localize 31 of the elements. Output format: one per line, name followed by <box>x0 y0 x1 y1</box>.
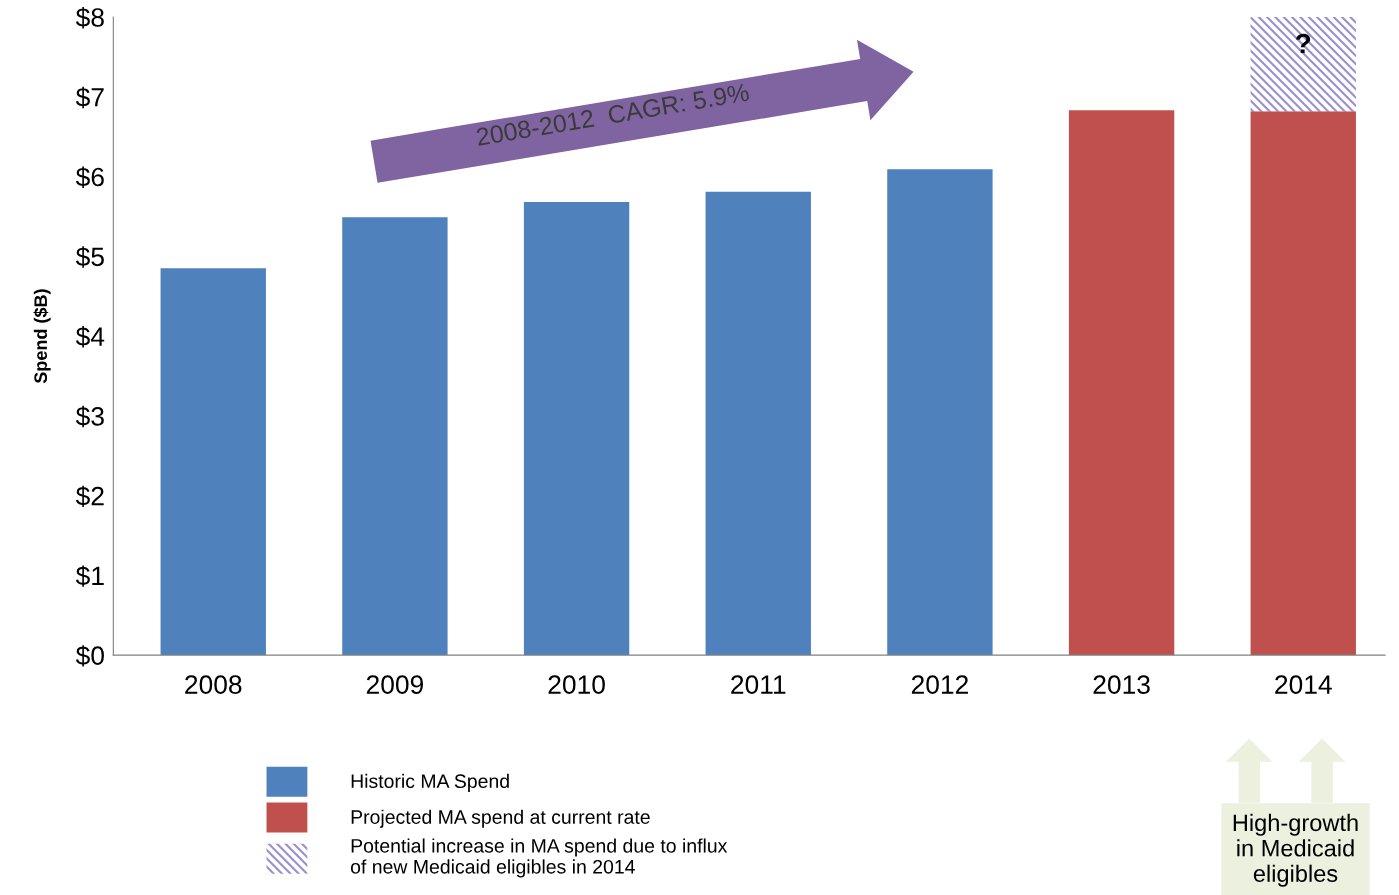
bar <box>160 268 266 656</box>
text: High-growth in Medicaid eligibles <box>1233 813 1358 887</box>
y-tick-label: $2 <box>75 485 104 507</box>
y-tick-label: $1 <box>75 565 104 587</box>
bar <box>1250 111 1356 656</box>
y-tick-label: $6 <box>75 166 104 188</box>
bar <box>705 191 811 656</box>
x-tick-label: 2012 <box>911 675 968 694</box>
legend-label: Historic MA Spend <box>351 773 509 792</box>
x-tick-label: 2011 <box>731 675 786 694</box>
bar <box>887 169 993 656</box>
x-tick-label: 2013 <box>1093 675 1150 694</box>
x-tick-label: 2014 <box>1275 675 1332 694</box>
y-tick-label: $0 <box>75 645 104 667</box>
annotation: ? <box>1296 33 1311 54</box>
y-tick-label: $7 <box>75 86 104 109</box>
y-tick-label: $3 <box>75 405 104 428</box>
bar <box>1250 17 1356 112</box>
x-tick-label: 2008 <box>185 675 242 694</box>
legend-label: Potential increase in MA spend due to influx of new Medicaid eligibles in 2014 <box>350 838 728 878</box>
bar <box>523 202 630 656</box>
bar <box>342 217 448 656</box>
x-tick-label: 2009 <box>366 675 424 694</box>
y-tick-label: $5 <box>75 246 104 268</box>
y-tick-label: $8 <box>75 7 104 29</box>
x-tick-label: 2010 <box>548 675 605 694</box>
annotation: 2008-2012 CAGR: 5.9% <box>475 83 750 146</box>
bar <box>1068 110 1175 656</box>
y-axis-title: Spend ($B) <box>33 289 51 384</box>
legend-label: Projected MA spend at current rate <box>351 809 650 828</box>
y-tick-label: $4 <box>75 326 105 348</box>
